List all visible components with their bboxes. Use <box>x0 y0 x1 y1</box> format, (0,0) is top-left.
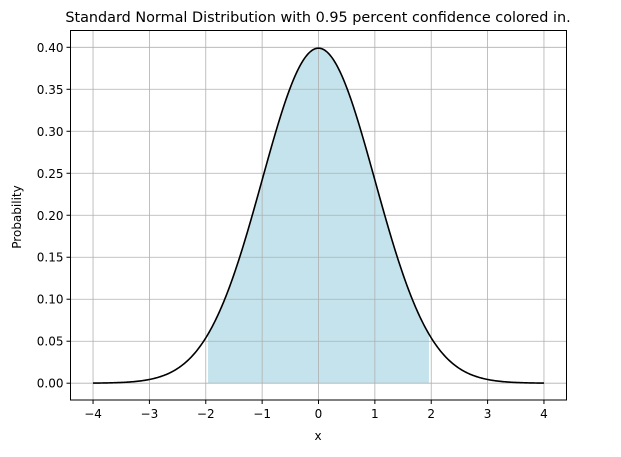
y-tick-label: 0.35 <box>37 83 64 97</box>
x-tick-label: 3 <box>484 407 492 421</box>
x-tick-label: −4 <box>84 407 102 421</box>
y-tick-label: 0.10 <box>37 293 64 307</box>
x-tick-label: 1 <box>371 407 379 421</box>
x-tick-label: 0 <box>315 407 323 421</box>
x-axis-label: x <box>314 429 321 443</box>
y-tick-label: 0.40 <box>37 41 64 55</box>
y-tick-label: 0.25 <box>37 167 64 181</box>
y-tick-label: 0.30 <box>37 125 64 139</box>
y-tick-label: 0.05 <box>37 335 64 349</box>
y-tick-label: 0.00 <box>37 377 64 391</box>
x-tick-label: −3 <box>141 407 159 421</box>
x-tick-label: 2 <box>427 407 435 421</box>
x-tick-label: −2 <box>197 407 215 421</box>
y-tick-label: 0.20 <box>37 209 64 223</box>
y-axis-label: Probability <box>10 185 24 248</box>
normal-pdf-line <box>93 47 544 384</box>
x-tick-label: −1 <box>253 407 271 421</box>
x-tick-label: 4 <box>540 407 548 421</box>
y-tick-label: 0.15 <box>37 251 64 265</box>
chart-title: Standard Normal Distribution with 0.95 p… <box>65 10 570 26</box>
